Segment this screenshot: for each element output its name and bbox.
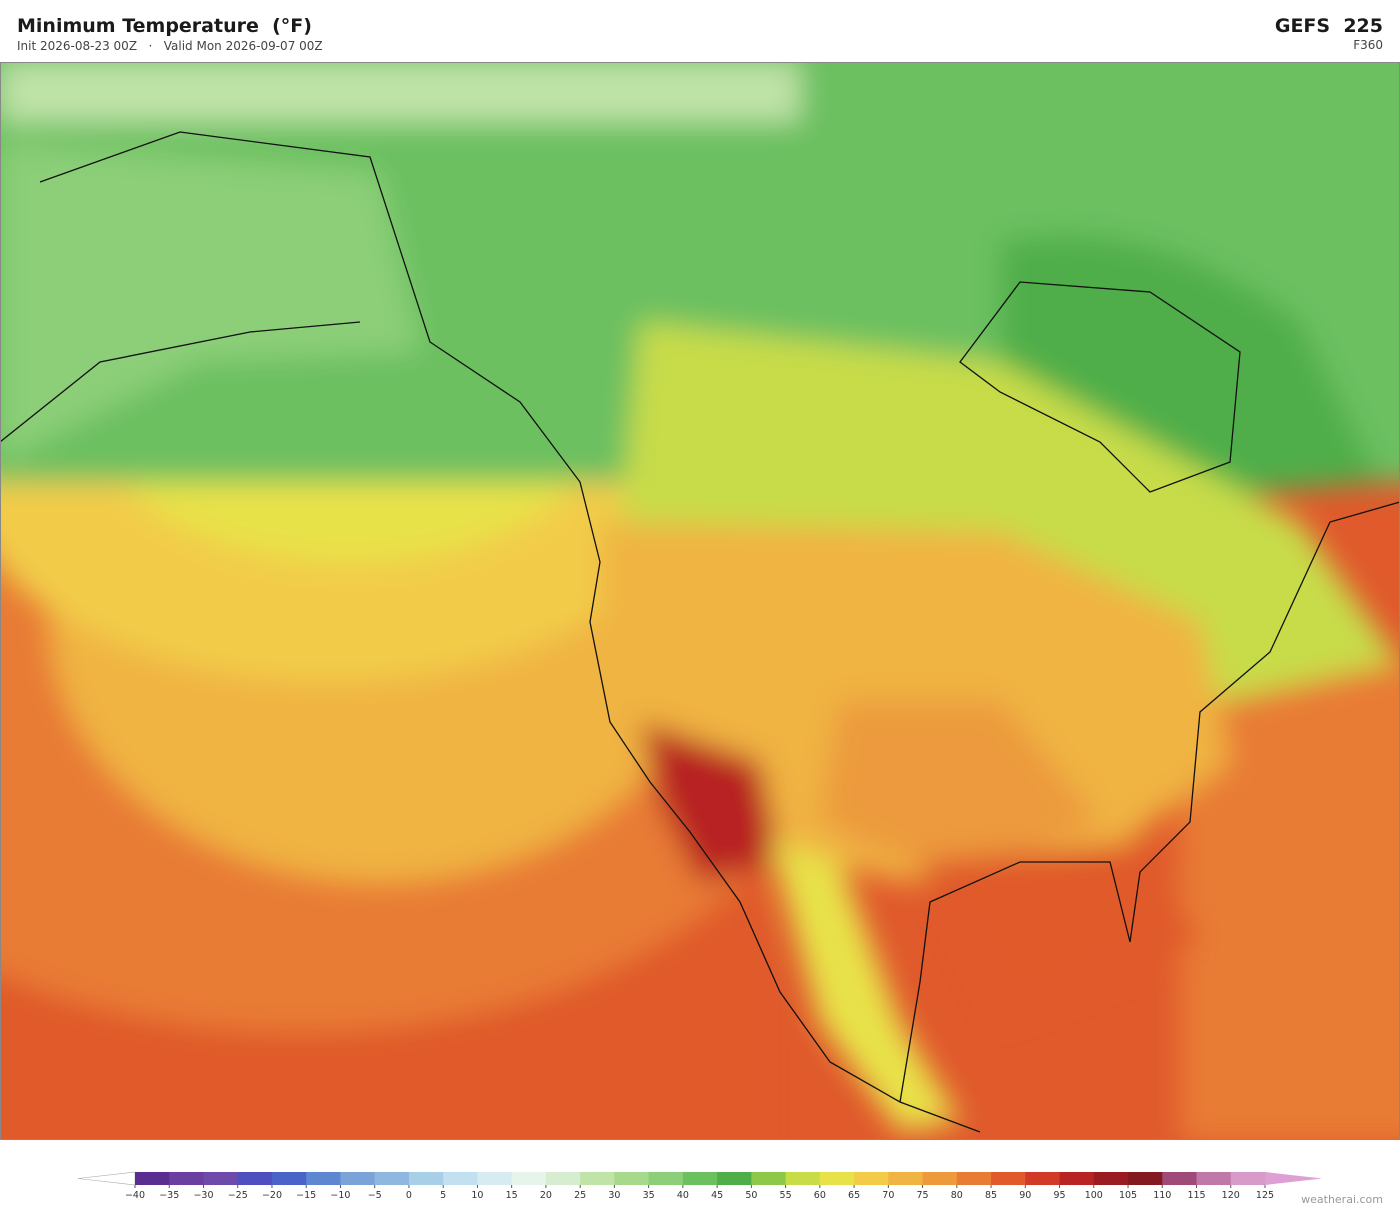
colorbar-swatch — [477, 1172, 513, 1185]
tick-label: 30 — [608, 1190, 620, 1200]
tick-label: 125 — [1256, 1190, 1274, 1200]
tick-label: 105 — [1119, 1190, 1137, 1200]
tick-label: 60 — [814, 1190, 826, 1200]
colorbar-swatch — [956, 1172, 992, 1185]
colorbar-swatch — [682, 1172, 718, 1185]
colorbar-swatch — [1093, 1172, 1129, 1185]
colorbar-swatch — [443, 1172, 478, 1185]
colorbar-swatch — [374, 1172, 410, 1185]
tick-label: 70 — [882, 1190, 894, 1200]
tick-label: 40 — [677, 1190, 689, 1200]
tick-label: 80 — [951, 1190, 963, 1200]
tick-label: 90 — [1019, 1190, 1031, 1200]
colorbar-swatch — [1162, 1172, 1198, 1185]
tick-label: 5 — [440, 1190, 446, 1200]
colorbar-swatch — [511, 1172, 547, 1185]
colorbar-swatch — [237, 1172, 273, 1185]
tick-label: 20 — [540, 1190, 552, 1200]
colorbar-swatch — [785, 1172, 821, 1185]
tick-label: −30 — [193, 1190, 213, 1200]
colorbar-swatch — [614, 1172, 650, 1185]
tick-label: 75 — [917, 1190, 929, 1200]
colorbar-over — [1265, 1172, 1322, 1185]
colorbar-swatch — [580, 1172, 615, 1185]
colorbar-swatch — [751, 1172, 787, 1185]
colorbar-swatch — [1230, 1172, 1266, 1185]
colorbar-swatch — [271, 1172, 307, 1185]
tick-label: 85 — [985, 1190, 997, 1200]
forecast-hour: F360 — [1353, 38, 1383, 52]
tick-label: −20 — [262, 1190, 282, 1200]
tick-label: −5 — [368, 1190, 382, 1200]
colorbar-swatch — [888, 1172, 924, 1185]
tick-label: 65 — [848, 1190, 860, 1200]
subtitle: Init 2026-08-23 00Z · Valid Mon 2026-09-… — [17, 39, 323, 53]
model: GEFS 225 — [1274, 15, 1383, 37]
tick-label: 0 — [406, 1190, 412, 1200]
map — [0, 62, 1400, 1140]
tick-label: 115 — [1187, 1190, 1205, 1200]
colorbar-swatch — [135, 1172, 170, 1185]
tick-label: −10 — [330, 1190, 350, 1200]
colorbar-swatch — [1196, 1172, 1232, 1185]
colorbar: −40 −35 −30 −25 −20 −15 −10 −5 0 5 10 15 20 25 30 35 40 4… — [77, 1171, 1322, 1200]
tick-label: 15 — [506, 1190, 518, 1200]
colorbar-swatch — [545, 1172, 581, 1185]
colorbar-swatch — [648, 1172, 684, 1185]
colorbar-swatch — [169, 1172, 204, 1185]
colorbar-swatch — [203, 1172, 239, 1185]
tick-label: 45 — [711, 1190, 723, 1200]
tick-label: −40 — [125, 1190, 145, 1200]
colorbar-swatch — [922, 1172, 958, 1185]
colorbar-swatch — [717, 1172, 752, 1185]
tick-label: 25 — [574, 1190, 586, 1200]
tick-label: −15 — [296, 1190, 316, 1200]
tick-label: 35 — [643, 1190, 655, 1200]
colorbar-swatch — [1025, 1172, 1061, 1185]
colorbar-swatch — [819, 1172, 855, 1185]
tick-label: 120 — [1222, 1190, 1240, 1200]
colorbar-swatch — [306, 1172, 341, 1185]
colorbar-swatch — [991, 1172, 1026, 1185]
colorbar-swatch — [854, 1172, 889, 1185]
colorbar-swatch — [408, 1172, 444, 1185]
title: Minimum Temperature (°F) — [17, 15, 312, 37]
tick-label: 10 — [471, 1190, 483, 1200]
colorbar-swatch — [1059, 1172, 1095, 1185]
tick-label: 100 — [1085, 1190, 1103, 1200]
tick-label: 95 — [1053, 1190, 1065, 1200]
tick-label: 110 — [1153, 1190, 1171, 1200]
tick-label: −35 — [159, 1190, 179, 1200]
colorbar-under — [77, 1171, 136, 1186]
colorbar-swatch — [340, 1172, 376, 1185]
watermark: weatherai.com — [1301, 1193, 1383, 1206]
tick-label: −25 — [228, 1190, 248, 1200]
tick-label: 50 — [745, 1190, 757, 1200]
colorbar-swatch — [1128, 1172, 1163, 1185]
tick-label: 55 — [780, 1190, 792, 1200]
